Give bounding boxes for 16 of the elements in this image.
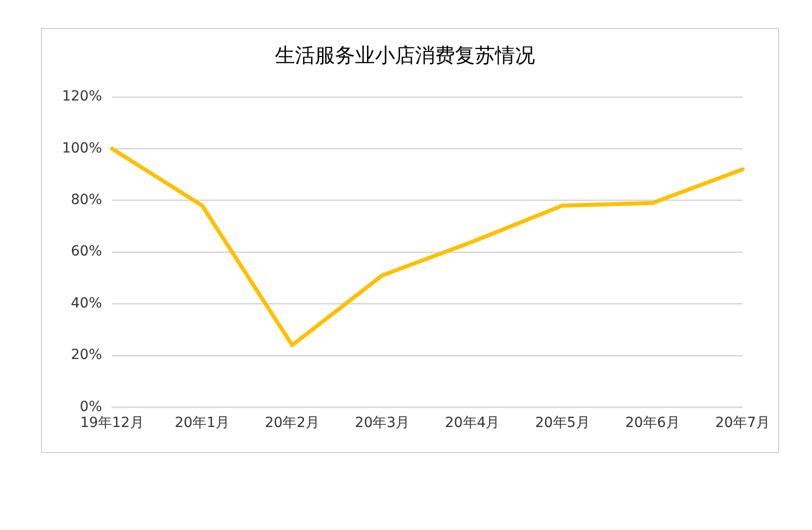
x-tick-label: 19年12月	[80, 415, 144, 432]
x-tick-label: 20年6月	[625, 415, 680, 432]
chart-title: 生活服务业小店消费复苏情况	[275, 43, 535, 68]
y-tick-label: 20%	[70, 347, 102, 364]
x-tick-label: 20年1月	[174, 415, 230, 432]
x-tick-label: 20年5月	[535, 415, 590, 432]
y-tick-label: 40%	[70, 295, 102, 312]
y-tick-label: 60%	[70, 244, 102, 260]
y-tick-label: 80%	[70, 192, 102, 208]
y-tick-label: 0%	[80, 398, 102, 415]
x-tick-label: 20年3月	[354, 415, 410, 432]
x-tick-label: 20年4月	[445, 415, 500, 432]
x-tick-label: 20年7月	[715, 415, 770, 432]
x-tick-label: 20年2月	[264, 415, 320, 432]
y-tick-label: 120%	[62, 88, 102, 105]
y-tick-label: 100%	[62, 140, 102, 156]
